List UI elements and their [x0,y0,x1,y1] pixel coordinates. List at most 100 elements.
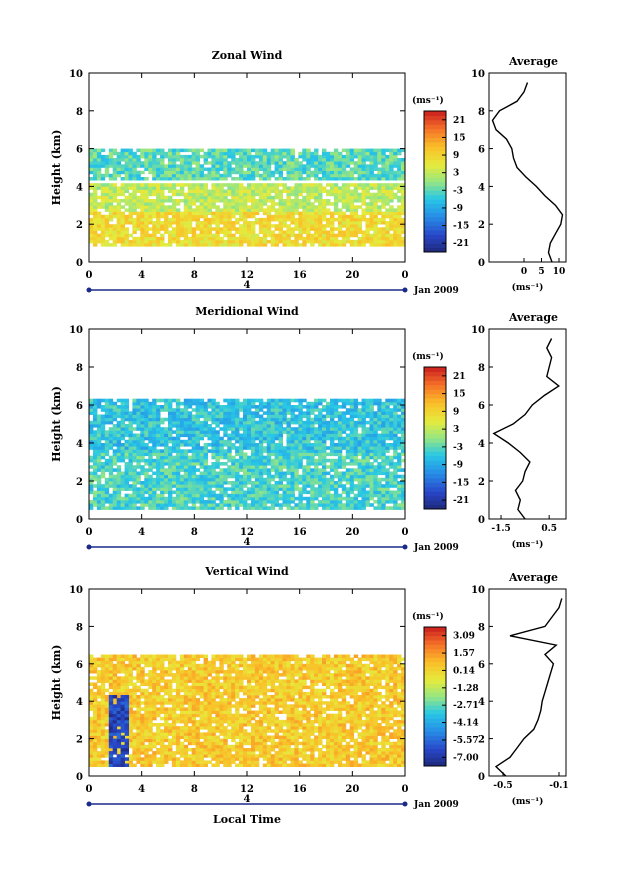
heatmap-cell [203,443,208,447]
heatmap-cell [116,408,122,412]
heatmap-cell [211,148,216,153]
heatmap-cell [132,398,137,403]
heatmap-cell [318,433,323,438]
heatmap-cell [235,500,240,504]
heatmap-cell [330,167,335,171]
heatmap-cell [120,151,125,156]
heatmap-cell [401,148,406,153]
heatmap-cell [377,401,382,406]
heatmap-cell [108,430,114,434]
heatmap-cell [93,173,98,178]
heatmap-cell [314,221,319,225]
colorbar-label: -9 [453,204,463,214]
heatmap-cell [164,224,169,228]
heatmap-cell [156,452,161,457]
heatmap-cell [199,493,204,498]
heatmap-cell [377,205,382,209]
heatmap-cell [231,490,236,495]
heatmap-cell [179,465,185,469]
heatmap-cell [247,236,252,241]
heatmap-cell [164,230,169,234]
heatmap-cell [128,430,133,434]
heatmap-cell [262,481,268,485]
heatmap-cell [381,484,386,488]
heatmap-cell [381,506,386,510]
heatmap-cell [116,443,122,447]
heatmap-cell [258,484,264,488]
heatmap-cell [144,214,149,219]
heatmap-cell [306,199,311,203]
heatmap-cell [215,414,220,419]
heatmap-cell [326,484,331,488]
heatmap-cell [152,471,157,476]
heatmap-cell [239,170,244,175]
heatmap-cell [140,487,145,491]
heatmap-cell [93,676,98,680]
heatmap-cell [377,424,382,428]
heatmap-cell [377,211,382,216]
heatmap-cell [389,427,394,431]
heatmap-cell [227,452,232,457]
heatmap-cell [286,177,291,181]
heatmap-cell [251,239,256,244]
heatmap-cell [389,154,394,159]
colorbar-band [424,371,446,377]
heatmap-cell [322,433,327,438]
heatmap-cell [100,688,106,693]
heatmap-cell [223,170,228,175]
heatmap-cell [357,420,362,425]
heatmap-cell [365,221,370,225]
heatmap-cell [235,427,240,431]
heatmap-cell [330,424,335,428]
heatmap-cell [207,430,212,434]
heatmap-cell [345,161,351,165]
heatmap-cell [112,401,118,406]
heatmap-cell [393,158,398,162]
heatmap-cell [108,676,114,680]
heatmap-cell [294,158,299,162]
heatmap-cell [258,161,264,165]
heatmap-cell [353,430,359,434]
heatmap-cell [381,462,386,466]
colorbar-band [424,486,446,492]
heatmap-cell [318,195,323,200]
heatmap-cell [254,503,260,507]
heatmap-cell [183,401,189,406]
heatmap-cell [144,417,149,422]
heatmap-cell [341,458,347,463]
x-tick-label: 4 [138,527,145,538]
heatmap-cell [377,195,382,200]
heatmap-cell [120,484,125,488]
heatmap-cell [397,506,402,510]
heatmap-cell [270,170,276,175]
heatmap-cell [227,424,232,428]
heatmap-cell [112,164,118,168]
heatmap-cell [369,236,374,241]
heatmap-cell [215,205,220,209]
heatmap-cell [195,417,200,422]
heatmap-cell [124,230,129,234]
y-tick-label: 2 [76,220,83,231]
heatmap-cell [393,493,398,498]
heatmap-cell [203,217,208,222]
heatmap-cell [223,161,228,165]
heatmap-cell [203,493,208,498]
heatmap-cell [247,211,252,216]
heatmap-cell [385,481,390,485]
heatmap-cell [116,481,122,485]
heatmap-cell [247,477,252,482]
heatmap-cell [337,446,343,450]
colorbar-frame [423,366,447,510]
heatmap-cell [345,208,351,212]
heatmap-cell [187,205,193,209]
heatmap-cell [136,443,141,447]
heatmap-cell [124,158,129,162]
heatmap-cell [393,490,398,495]
heatmap-cell [302,154,307,159]
heatmap-cell [179,161,185,165]
heatmap-cell [104,468,110,472]
heatmap-cell [365,401,370,406]
heatmap-cell [361,455,366,460]
heatmap-cell [96,417,102,422]
heatmap-cell [108,500,114,504]
